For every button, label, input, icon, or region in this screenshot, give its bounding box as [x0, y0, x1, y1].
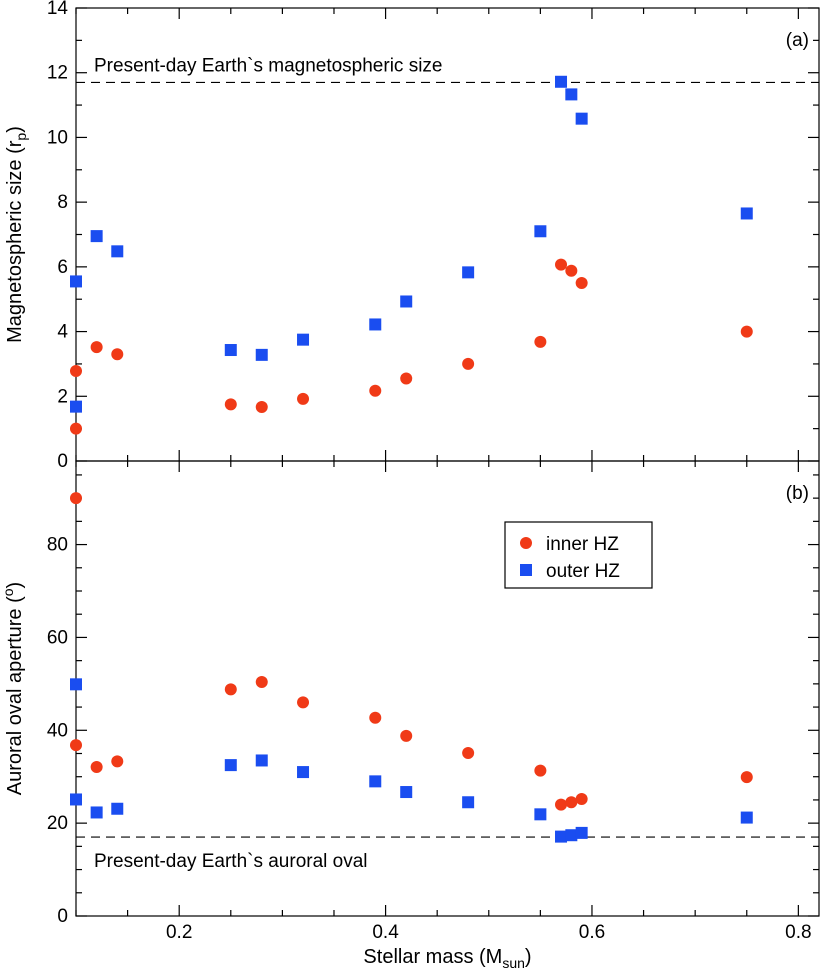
- point-inner-hz-a: [555, 258, 568, 271]
- legend-marker-inner-hz: [520, 537, 532, 549]
- point-outer-hz-b: [90, 806, 103, 819]
- point-outer-hz-a: [70, 275, 82, 288]
- point-inner-hz-a: [70, 422, 82, 435]
- point-outer-hz-b: [534, 808, 547, 821]
- point-outer-hz-a: [462, 266, 475, 279]
- reference-label-a: Present-day Earth`s magnetospheric size: [94, 55, 443, 76]
- point-outer-hz-b: [740, 811, 753, 824]
- y-tick-label-a: 6: [57, 257, 68, 278]
- point-outer-hz-a: [70, 400, 82, 413]
- y-tick-label-a: 12: [47, 63, 68, 84]
- point-outer-hz-b: [369, 775, 382, 788]
- point-inner-hz-a: [111, 348, 124, 361]
- point-inner-hz-b: [90, 760, 103, 773]
- point-outer-hz-a: [255, 348, 268, 361]
- y-axis-title-b: Auroral oval aperture (o): [0, 582, 26, 795]
- y-tick-label-a: 2: [57, 386, 68, 407]
- point-outer-hz-a: [575, 112, 588, 125]
- point-outer-hz-b: [575, 826, 588, 839]
- point-outer-hz-b: [70, 678, 82, 691]
- legend-marker-outer-hz: [520, 564, 532, 576]
- panel-tag-b: (b): [786, 483, 809, 504]
- point-inner-hz-a: [740, 325, 753, 338]
- legend: inner HZ outer HZ: [504, 521, 653, 589]
- point-inner-hz-b: [224, 683, 237, 696]
- x-tick-label: 0.8: [785, 922, 811, 943]
- panel-tag-a: (a): [786, 30, 809, 51]
- y-axis-title-a: Magnetospheric size (rp): [4, 126, 29, 343]
- point-inner-hz-a: [90, 341, 103, 354]
- y-tick-label-a: 10: [47, 127, 68, 148]
- point-inner-hz-a: [575, 277, 588, 290]
- point-outer-hz-b: [565, 829, 578, 842]
- y-tick-label-a: 14: [47, 0, 69, 19]
- point-inner-hz-a: [369, 384, 382, 397]
- x-tick-label: 0.6: [579, 922, 605, 943]
- point-inner-hz-b: [565, 796, 578, 809]
- point-inner-hz-b: [400, 729, 413, 742]
- legend-label-inner-hz: inner HZ: [546, 534, 619, 555]
- x-axis-title: Stellar mass (Msun): [363, 946, 531, 969]
- point-inner-hz-b: [575, 793, 588, 805]
- point-outer-hz-b: [555, 830, 568, 843]
- point-inner-hz-a: [70, 365, 82, 378]
- point-inner-hz-b: [255, 676, 268, 688]
- point-outer-hz-a: [111, 245, 124, 258]
- point-outer-hz-a: [224, 344, 237, 357]
- point-outer-hz-a: [297, 333, 310, 346]
- point-outer-hz-a: [369, 318, 382, 331]
- point-outer-hz-a: [565, 88, 578, 101]
- point-outer-hz-b: [462, 796, 475, 809]
- point-outer-hz-b: [297, 766, 310, 779]
- point-inner-hz-a: [462, 357, 475, 370]
- point-outer-hz-b: [111, 802, 124, 815]
- point-outer-hz-a: [555, 75, 568, 88]
- legend-box: [504, 521, 653, 589]
- point-inner-hz-b: [111, 755, 124, 768]
- y-tick-label-b: 20: [47, 813, 68, 834]
- panel-a-magnetospheric-size: 0 2 4 6 8 10 12 14 Present-day Earth`s magnetosp…: [4, 0, 820, 472]
- point-inner-hz-a: [400, 372, 413, 385]
- x-tick-label: 0.4: [372, 922, 399, 943]
- point-inner-hz-a: [565, 264, 578, 277]
- point-outer-hz-a: [740, 207, 753, 220]
- point-inner-hz-b: [555, 798, 568, 811]
- x-tick-label: 0.2: [166, 922, 192, 943]
- point-inner-hz-b: [462, 747, 475, 760]
- point-inner-hz-a: [297, 392, 310, 405]
- y-tick-label-b: 80: [47, 535, 68, 556]
- point-inner-hz-b: [70, 492, 82, 505]
- point-outer-hz-b: [255, 754, 268, 767]
- point-inner-hz-a: [534, 335, 547, 348]
- panel-b-auroral-oval-aperture: 0 20 40 60 80 0.2 0.4 0.6 0.8 Present-day Earth`s…: [0, 460, 820, 969]
- y-tick-label-b: 40: [47, 720, 68, 741]
- point-inner-hz-b: [70, 739, 82, 752]
- point-outer-hz-b: [70, 793, 82, 806]
- y-tick-label-a: 8: [57, 192, 68, 213]
- point-inner-hz-b: [740, 771, 753, 784]
- point-outer-hz-a: [400, 295, 413, 308]
- point-inner-hz-b: [297, 696, 310, 709]
- point-outer-hz-a: [534, 225, 547, 238]
- point-outer-hz-a: [90, 230, 103, 243]
- y-tick-label-a: 0: [57, 451, 68, 472]
- y-tick-label-b: 60: [47, 627, 68, 648]
- point-outer-hz-b: [224, 759, 237, 772]
- legend-label-outer-hz: outer HZ: [546, 561, 620, 582]
- point-inner-hz-b: [369, 711, 382, 724]
- plot-frame-b: [75, 460, 820, 917]
- point-inner-hz-a: [224, 398, 237, 411]
- y-tick-label-a: 4: [57, 322, 68, 343]
- point-inner-hz-b: [534, 764, 547, 777]
- point-inner-hz-a: [255, 400, 268, 413]
- y-tick-label-b: 0: [57, 906, 68, 927]
- reference-label-b: Present-day Earth`s auroral oval: [94, 851, 368, 872]
- point-outer-hz-b: [400, 786, 413, 799]
